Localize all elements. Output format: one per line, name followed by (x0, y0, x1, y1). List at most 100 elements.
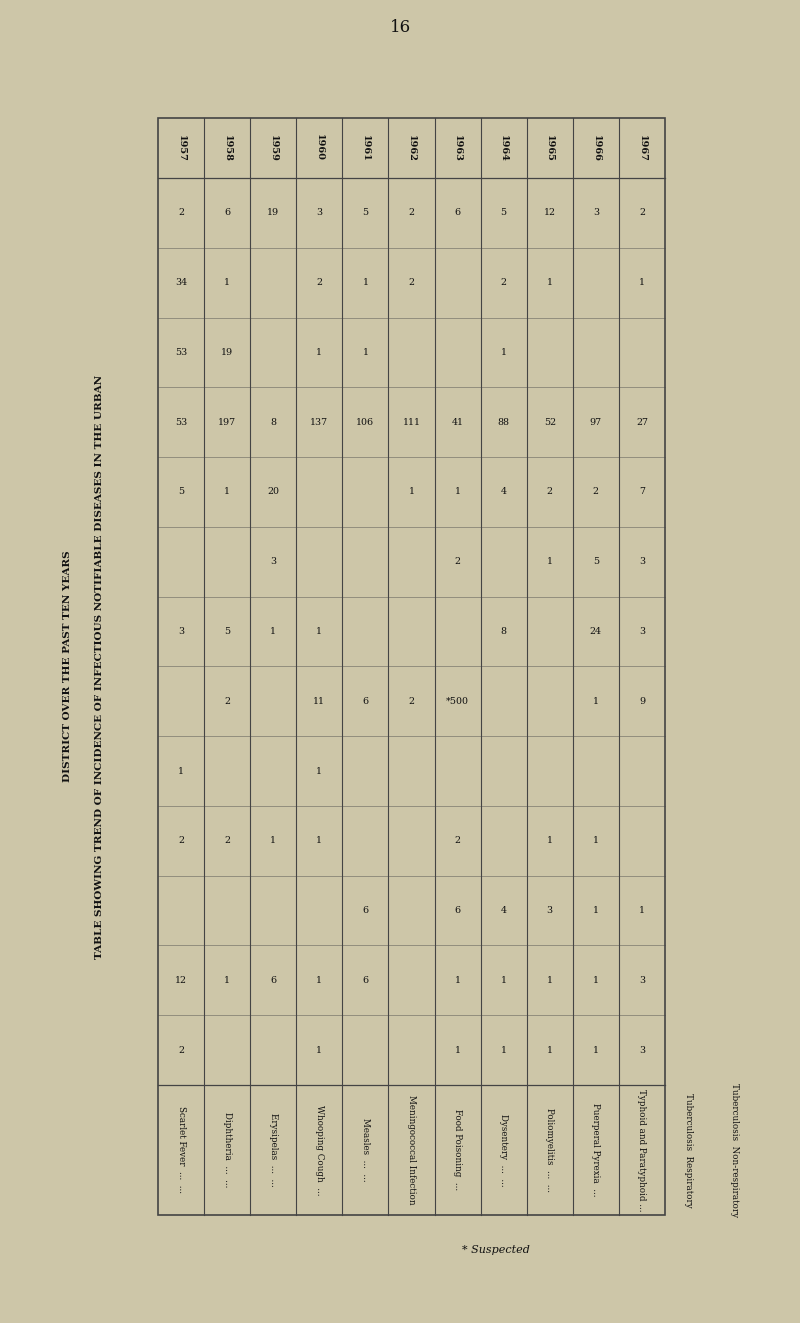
Text: Whooping Cough  ...: Whooping Cough ... (315, 1105, 324, 1195)
Text: 1: 1 (546, 557, 553, 566)
Text: 3: 3 (316, 209, 322, 217)
Text: 6: 6 (362, 906, 369, 916)
Text: 5: 5 (178, 487, 184, 496)
Text: 1965: 1965 (546, 135, 554, 161)
Text: 1: 1 (224, 278, 230, 287)
Text: 1: 1 (454, 976, 461, 984)
Text: 2: 2 (639, 209, 645, 217)
Text: 2: 2 (501, 278, 506, 287)
Text: 27: 27 (636, 418, 648, 427)
Bar (158, 118, 665, 1215)
Text: 1: 1 (316, 766, 322, 775)
Text: 1: 1 (316, 976, 322, 984)
Text: 2: 2 (409, 209, 414, 217)
Text: 6: 6 (454, 209, 461, 217)
Text: 4: 4 (501, 906, 506, 916)
Text: 1: 1 (316, 1045, 322, 1054)
Text: 3: 3 (639, 976, 645, 984)
Text: 1963: 1963 (453, 135, 462, 161)
Text: 1: 1 (316, 836, 322, 845)
Text: 1: 1 (639, 906, 645, 916)
Text: 1: 1 (546, 1045, 553, 1054)
Text: Erysipelas  ...  ...: Erysipelas ... ... (269, 1113, 278, 1187)
Text: 1: 1 (224, 976, 230, 984)
Text: 8: 8 (501, 627, 506, 636)
Text: 1: 1 (546, 836, 553, 845)
Text: 1: 1 (316, 348, 322, 357)
Text: 1: 1 (593, 976, 599, 984)
Text: 24: 24 (590, 627, 602, 636)
Text: 1: 1 (454, 1045, 461, 1054)
Text: 1959: 1959 (269, 135, 278, 161)
Text: 3: 3 (639, 557, 645, 566)
Text: 1964: 1964 (499, 135, 508, 161)
Text: 3: 3 (546, 906, 553, 916)
Text: 1: 1 (501, 1045, 506, 1054)
Text: 1962: 1962 (407, 135, 416, 161)
Text: 41: 41 (451, 418, 463, 427)
Text: 2: 2 (546, 487, 553, 496)
Text: 5: 5 (362, 209, 369, 217)
Text: 137: 137 (310, 418, 328, 427)
Text: 1: 1 (593, 906, 599, 916)
Text: 12: 12 (544, 209, 556, 217)
Text: 2: 2 (409, 697, 414, 705)
Text: 34: 34 (175, 278, 187, 287)
Text: 6: 6 (362, 976, 369, 984)
Text: *500: *500 (446, 697, 469, 705)
Text: Tuberculosis  Respiratory: Tuberculosis Respiratory (683, 1093, 693, 1208)
Text: 53: 53 (175, 418, 187, 427)
Text: Puerperal Pyrexia  ...: Puerperal Pyrexia ... (591, 1103, 600, 1197)
Text: 3: 3 (639, 1045, 645, 1054)
Text: 1958: 1958 (222, 135, 232, 161)
Text: 2: 2 (409, 278, 414, 287)
Text: 9: 9 (639, 697, 645, 705)
Text: 1: 1 (362, 278, 369, 287)
Text: 3: 3 (639, 627, 645, 636)
Text: 12: 12 (175, 976, 187, 984)
Text: 4: 4 (501, 487, 506, 496)
Text: 2: 2 (178, 836, 184, 845)
Text: TABLE SHOWING TREND OF INCIDENCE OF INFECTIOUS NOTIFIABLE DISEASES IN THE URBAN: TABLE SHOWING TREND OF INCIDENCE OF INFE… (95, 374, 105, 959)
Text: 2: 2 (454, 836, 461, 845)
Text: 1: 1 (593, 697, 599, 705)
Text: 1: 1 (362, 348, 369, 357)
Text: 1: 1 (409, 487, 414, 496)
Text: Tuberculosis  Non-respiratory: Tuberculosis Non-respiratory (730, 1084, 738, 1217)
Text: 8: 8 (270, 418, 276, 427)
Text: Food Poisoning  ...: Food Poisoning ... (453, 1110, 462, 1191)
Text: 7: 7 (639, 487, 645, 496)
Text: 1: 1 (178, 766, 184, 775)
Text: 5: 5 (593, 557, 599, 566)
Text: 2: 2 (178, 1045, 184, 1054)
Text: * Suspected: * Suspected (462, 1245, 530, 1256)
Text: 1: 1 (546, 976, 553, 984)
Text: 5: 5 (501, 209, 506, 217)
Text: Meningococcal Infection: Meningococcal Infection (407, 1095, 416, 1205)
Text: 1: 1 (454, 487, 461, 496)
Text: 3: 3 (593, 209, 599, 217)
Text: Poliomyelitis  ...  ...: Poliomyelitis ... ... (546, 1107, 554, 1192)
Text: 1: 1 (639, 278, 645, 287)
Text: 1957: 1957 (177, 135, 186, 161)
Text: 97: 97 (590, 418, 602, 427)
Text: 19: 19 (267, 209, 279, 217)
Text: 2: 2 (224, 836, 230, 845)
Text: 2: 2 (178, 209, 184, 217)
Text: 20: 20 (267, 487, 279, 496)
Text: 1967: 1967 (638, 135, 646, 161)
Text: Typhoid and Paratyphoid ...: Typhoid and Paratyphoid ... (638, 1089, 646, 1212)
Text: 2: 2 (454, 557, 461, 566)
Text: 88: 88 (498, 418, 510, 427)
Text: 52: 52 (544, 418, 556, 427)
Text: 1: 1 (501, 976, 506, 984)
Text: 11: 11 (314, 697, 326, 705)
Text: 1: 1 (501, 348, 506, 357)
Text: 16: 16 (390, 20, 410, 37)
Text: 53: 53 (175, 348, 187, 357)
Text: 106: 106 (356, 418, 374, 427)
Text: Diphtheria  ...  ...: Diphtheria ... ... (222, 1113, 232, 1188)
Text: 1960: 1960 (315, 135, 324, 161)
Text: Scarlet Fever  ...  ...: Scarlet Fever ... ... (177, 1106, 186, 1193)
Text: Measles  ...  ...: Measles ... ... (361, 1118, 370, 1181)
